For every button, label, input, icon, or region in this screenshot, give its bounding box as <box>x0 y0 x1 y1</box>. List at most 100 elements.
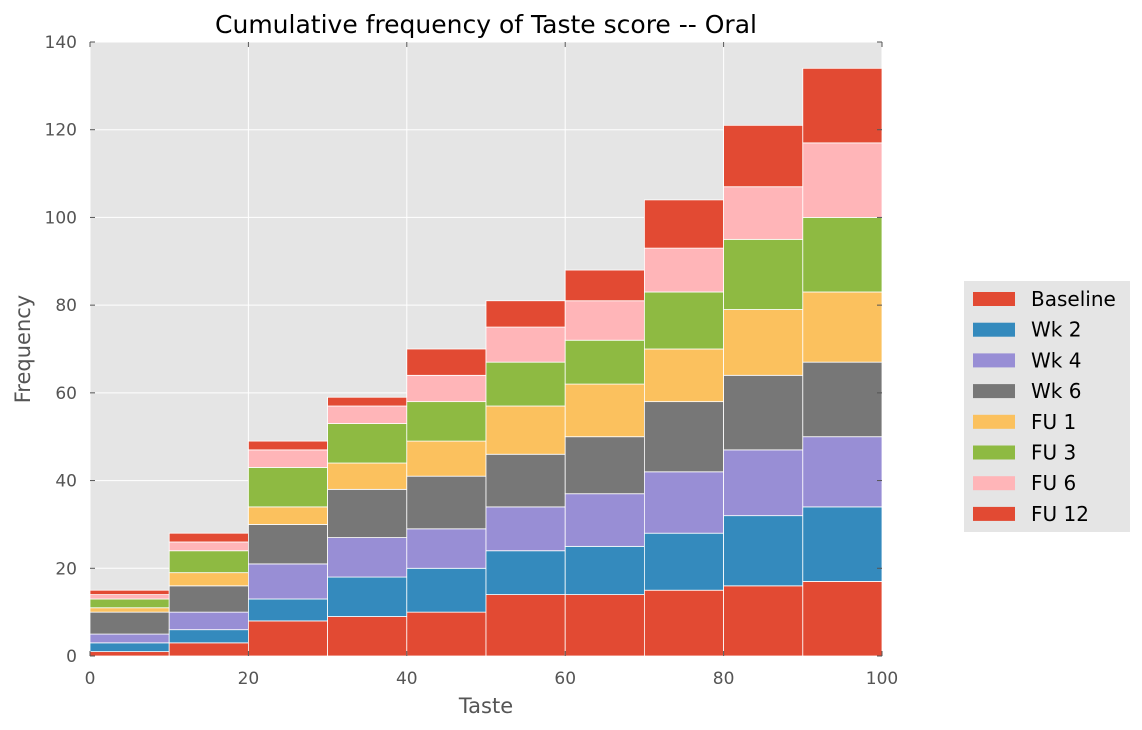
bar-fu-6-bin-0 <box>89 594 170 600</box>
bar-wk-6-bin-1 <box>168 585 249 613</box>
bar-fu-6-bin-5 <box>485 326 566 363</box>
bar-fu-1-bin-4 <box>406 440 487 477</box>
bar-wk-4-bin-3 <box>327 537 408 578</box>
legend-swatch-wk-2 <box>973 322 1015 337</box>
legend-swatch-baseline <box>973 292 1015 306</box>
bar-fu-3-bin-1 <box>168 550 249 574</box>
axis-ticks: 0 20 40 60 80 100 0 20 40 60 80 100 120 140 <box>45 33 899 689</box>
legend-label-wk-2: Wk 2 <box>1031 318 1081 342</box>
legend-swatch-wk-6 <box>973 384 1015 399</box>
legend-label-wk-6: Wk 6 <box>1031 379 1081 403</box>
x-tick-label-5: 100 <box>866 669 898 689</box>
legend-swatch-fu-1 <box>973 414 1015 429</box>
y-tick-label-7: 140 <box>45 33 77 53</box>
bar-fu-6-bin-7 <box>644 247 725 293</box>
bar-wk-2-bin-5 <box>485 550 566 596</box>
bar-wk-6-bin-2 <box>247 524 328 565</box>
bar-wk-4-bin-5 <box>485 506 566 552</box>
bar-fu-3-bin-4 <box>406 401 487 442</box>
bar-fu-1-bin-0 <box>89 607 170 613</box>
y-tick-label-6: 120 <box>45 121 77 141</box>
bar-wk-6-bin-6 <box>564 436 645 495</box>
bar-fu-12-bin-3 <box>327 396 408 407</box>
bar-wk-2-bin-2 <box>247 598 328 622</box>
bar-wk-4-bin-8 <box>723 449 804 517</box>
bar-fu-3-bin-7 <box>644 291 725 350</box>
bar-fu-12-bin-0 <box>89 589 170 596</box>
bar-wk-4-bin-6 <box>564 493 645 547</box>
bar-wk-4-bin-2 <box>247 563 328 600</box>
bar-fu-12-bin-2 <box>247 440 328 451</box>
bar-fu-6-bin-4 <box>406 374 487 403</box>
legend: Baseline Wk 2 Wk 4 Wk 6 FU 1 FU 3 FU 6 FU 12 <box>964 281 1130 532</box>
bar-wk-2-bin-8 <box>723 515 804 587</box>
bar-fu-6-bin-9 <box>802 142 883 218</box>
bar-wk-2-bin-4 <box>406 567 487 613</box>
y-tick-label-4: 80 <box>55 296 77 316</box>
legend-swatch-fu-6 <box>973 476 1015 491</box>
bar-wk-2-bin-9 <box>802 506 883 582</box>
bar-baseline-bin-5 <box>485 594 566 657</box>
bar-wk-6-bin-4 <box>406 475 487 530</box>
bar-fu-1-bin-5 <box>485 405 566 455</box>
bar-wk-4-bin-4 <box>406 528 487 569</box>
bar-fu-12-bin-8 <box>723 124 804 188</box>
bar-fu-12-bin-6 <box>564 269 645 302</box>
bar-baseline-bin-3 <box>327 616 408 657</box>
bar-fu-12-bin-5 <box>485 300 566 328</box>
x-tick-label-1: 20 <box>238 669 260 689</box>
y-tick-label-2: 40 <box>55 472 77 492</box>
bar-fu-6-bin-1 <box>168 541 249 552</box>
y-tick-label-0: 0 <box>66 647 77 667</box>
bar-fu-3-bin-0 <box>89 598 170 609</box>
y-axis-label: Frequency <box>11 295 35 404</box>
bar-wk-4-bin-0 <box>89 633 170 644</box>
bar-wk-2-bin-7 <box>644 532 725 591</box>
bar-wk-6-bin-7 <box>644 401 725 473</box>
bar-fu-1-bin-6 <box>564 383 645 438</box>
y-tick-label-3: 60 <box>55 384 77 404</box>
bar-baseline-bin-7 <box>644 589 725 657</box>
bar-baseline-bin-6 <box>564 594 645 657</box>
bar-fu-12-bin-4 <box>406 348 487 376</box>
bar-fu-3-bin-5 <box>485 361 566 407</box>
bar-wk-4-bin-7 <box>644 471 725 534</box>
bar-wk-6-bin-3 <box>327 488 408 538</box>
bar-fu-6-bin-8 <box>723 186 804 240</box>
chart-title: Cumulative frequency of Taste score -- O… <box>215 10 757 39</box>
bar-wk-6-bin-8 <box>723 374 804 451</box>
bar-fu-1-bin-3 <box>327 462 408 490</box>
x-tick-label-3: 60 <box>554 669 576 689</box>
legend-label-fu-6: FU 6 <box>1031 471 1076 495</box>
bar-wk-2-bin-3 <box>327 576 408 617</box>
bar-fu-6-bin-2 <box>247 449 328 468</box>
bar-fu-1-bin-1 <box>168 572 249 587</box>
legend-label-baseline: Baseline <box>1031 287 1116 311</box>
bar-fu-6-bin-6 <box>564 300 645 341</box>
bar-fu-3-bin-8 <box>723 238 804 310</box>
y-tick-label-5: 100 <box>45 208 77 228</box>
x-axis-label: Taste <box>458 694 513 718</box>
bar-fu-3-bin-3 <box>327 423 408 464</box>
bar-fu-12-bin-1 <box>168 532 249 543</box>
bar-wk-2-bin-6 <box>564 545 645 595</box>
legend-swatch-wk-4 <box>973 353 1015 368</box>
bar-wk-2-bin-0 <box>89 642 170 653</box>
bar-fu-1-bin-7 <box>644 348 725 403</box>
bar-wk-4-bin-1 <box>168 611 249 631</box>
bar-fu-12-bin-7 <box>644 199 725 249</box>
legend-swatch-fu-12 <box>973 506 1015 521</box>
x-tick-label-4: 80 <box>713 669 735 689</box>
bar-fu-12-bin-9 <box>802 67 883 144</box>
bar-baseline-bin-0 <box>89 651 170 657</box>
bar-wk-2-bin-1 <box>168 629 249 644</box>
bar-baseline-bin-9 <box>802 581 883 657</box>
legend-swatch-fu-3 <box>973 445 1015 460</box>
bar-baseline-bin-8 <box>723 585 804 657</box>
bar-baseline-bin-2 <box>247 620 328 657</box>
legend-label-fu-12: FU 12 <box>1031 502 1089 526</box>
bar-wk-4-bin-9 <box>802 436 883 508</box>
bar-fu-6-bin-3 <box>327 405 408 424</box>
legend-label-fu-3: FU 3 <box>1031 441 1076 465</box>
